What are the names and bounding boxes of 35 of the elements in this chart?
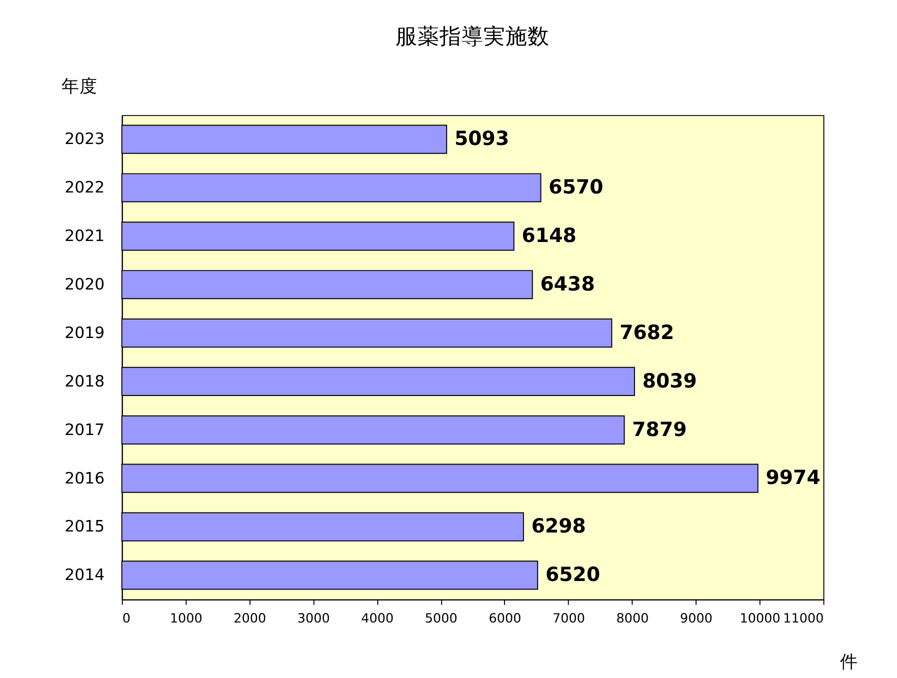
y-tick-label: 2022 <box>64 178 105 197</box>
x-tick-label: 1000 <box>170 612 202 627</box>
x-tick-label: 6000 <box>488 612 522 627</box>
y-tick-label: 2018 <box>64 371 105 390</box>
x-tick-label: 4000 <box>361 612 394 627</box>
x-tick-label: 9000 <box>680 612 713 627</box>
y-tick-label: 2019 <box>64 322 105 342</box>
data-label: 7682 <box>620 320 674 344</box>
y-tick-label: 2014 <box>64 565 105 584</box>
data-label: 6520 <box>545 563 600 586</box>
y-axis-title: 年度 <box>61 76 98 97</box>
data-label: 6148 <box>522 224 576 248</box>
x-tick-label: 2000 <box>234 612 266 627</box>
x-tick-label: 5000 <box>424 612 458 627</box>
x-tick-label: 3000 <box>297 612 330 627</box>
data-label: 7879 <box>632 418 687 441</box>
x-tick-label: 8000 <box>616 612 649 627</box>
y-tick-label: 2021 <box>64 226 105 246</box>
data-label: 6438 <box>540 272 595 296</box>
y-tick-label: 2015 <box>64 516 105 536</box>
x-axis-title: 件 <box>840 652 858 673</box>
data-label: 6298 <box>531 514 586 538</box>
data-label: 5093 <box>454 127 510 150</box>
y-tick-label: 2017 <box>64 420 105 439</box>
chart-title: 服薬指導実施数 <box>396 24 550 50</box>
y-tick-label: 2016 <box>64 468 105 488</box>
data-label: 6570 <box>548 176 604 199</box>
x-tick-label: 0 <box>122 612 130 627</box>
x-tick-label: 10000 <box>740 612 780 627</box>
x-tick-label: 7000 <box>552 612 585 627</box>
y-tick-label: 2023 <box>64 129 105 148</box>
y-tick-label: 2020 <box>64 274 105 294</box>
data-label: 9974 <box>766 466 820 490</box>
data-label: 8039 <box>642 369 697 392</box>
x-tick-label: 11000 <box>783 612 824 627</box>
